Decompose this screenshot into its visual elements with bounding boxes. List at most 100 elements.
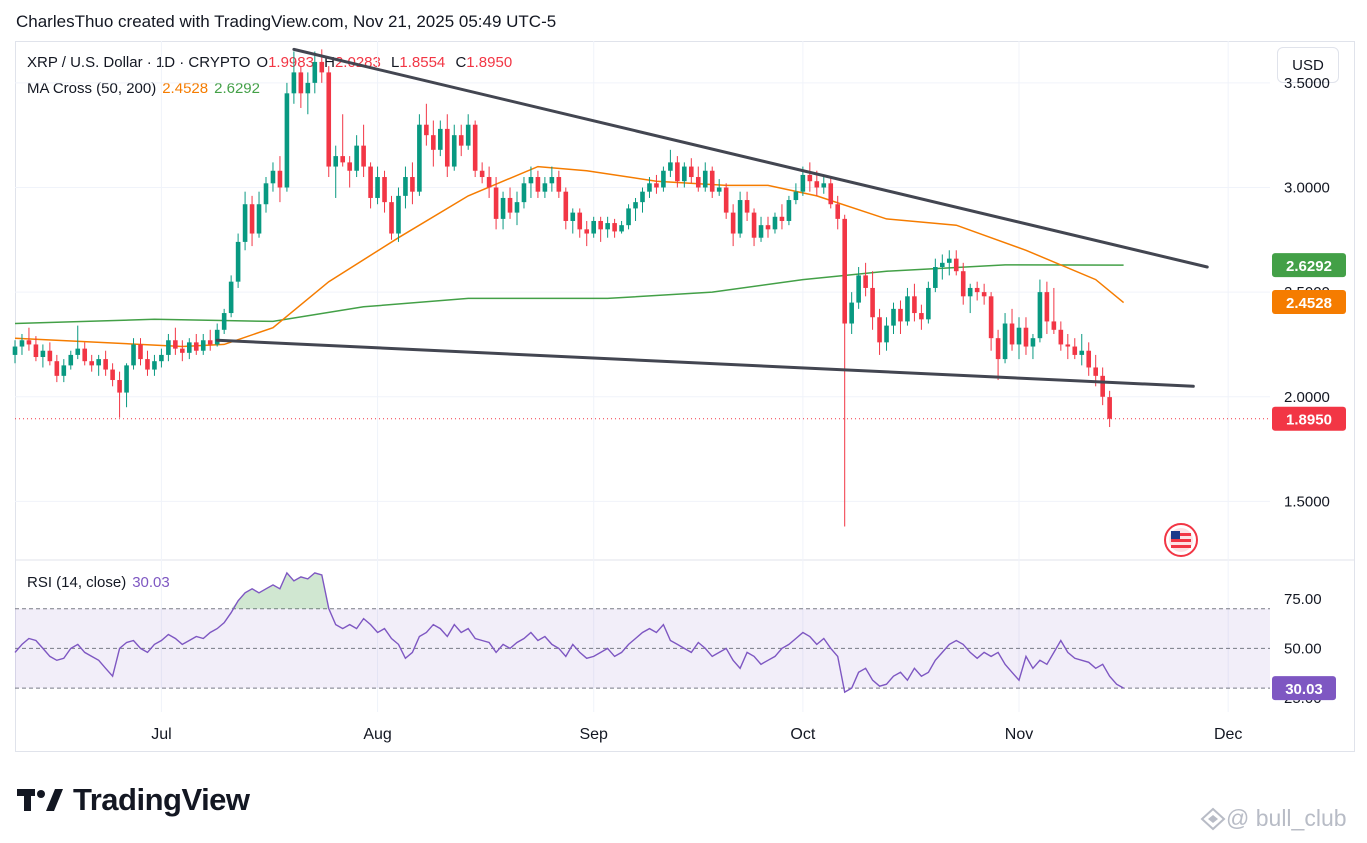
candle xyxy=(654,174,659,194)
low-label: L xyxy=(391,54,400,71)
candle xyxy=(263,177,269,213)
candle xyxy=(291,51,297,104)
candle xyxy=(326,66,332,178)
candle-body xyxy=(591,220,596,234)
candle-body xyxy=(758,225,764,238)
candle-body xyxy=(249,204,255,234)
candle-body xyxy=(145,359,150,370)
rsi-value: 30.03 xyxy=(132,574,170,591)
ma200-value: 2.6292 xyxy=(214,80,260,97)
candle xyxy=(500,191,506,230)
candle-body xyxy=(793,191,799,201)
price-badge: 2.6292 xyxy=(1272,253,1346,278)
candle xyxy=(333,145,339,198)
candle xyxy=(431,120,436,167)
time-tick-label: Nov xyxy=(1005,726,1033,743)
candle-body xyxy=(277,170,283,188)
candle-body xyxy=(1086,350,1092,368)
candle-body xyxy=(110,369,115,381)
price-tick-label: 3.5000 xyxy=(1284,75,1330,92)
candle-body xyxy=(619,225,624,232)
candle-body xyxy=(542,183,548,192)
candle-body xyxy=(270,170,276,184)
candle-body xyxy=(953,258,959,272)
candle xyxy=(207,329,213,351)
candle xyxy=(675,156,680,188)
flag-icon[interactable] xyxy=(1164,523,1198,557)
candle-body xyxy=(347,162,352,171)
candle xyxy=(410,162,415,205)
candle-body xyxy=(675,162,680,182)
candle-body xyxy=(1044,292,1050,322)
candle-body xyxy=(368,166,373,198)
candle-body xyxy=(82,348,88,362)
close-value: 1.8950 xyxy=(466,54,513,71)
candle-body xyxy=(298,72,304,94)
candle-body xyxy=(33,344,39,358)
candle xyxy=(382,170,387,213)
candle xyxy=(159,348,164,368)
candle-body xyxy=(235,241,241,282)
candle-body xyxy=(305,82,311,94)
candle xyxy=(1079,333,1085,366)
rsi-legend[interactable]: RSI (14, close) 30.03 xyxy=(27,574,176,591)
trendline[interactable] xyxy=(292,47,1209,269)
candle xyxy=(312,51,318,94)
ma-legend[interactable]: MA Cross (50, 200) 2.4528 2.6292 xyxy=(27,80,266,97)
candle-body xyxy=(256,204,262,234)
candle xyxy=(640,187,645,213)
trendline[interactable] xyxy=(215,338,1195,388)
trendlines[interactable] xyxy=(15,47,1270,420)
candle xyxy=(33,336,39,362)
candle xyxy=(124,363,129,408)
candle-body xyxy=(180,348,185,353)
candle xyxy=(884,317,889,351)
candle-body xyxy=(1072,346,1078,355)
candle-body xyxy=(333,156,339,167)
candle xyxy=(563,187,569,230)
candle xyxy=(835,195,841,230)
candle xyxy=(465,114,471,150)
moving-averages xyxy=(14,165,1125,348)
candle xyxy=(131,338,136,370)
candle xyxy=(765,216,771,238)
candle-body xyxy=(535,177,541,192)
candle-body xyxy=(626,208,631,226)
candle xyxy=(709,166,715,198)
candle-body xyxy=(744,200,750,213)
candle xyxy=(228,275,234,318)
rsi-label: RSI (14, close) xyxy=(27,574,127,591)
candle-body xyxy=(124,365,129,393)
candle xyxy=(193,333,199,355)
price-badge-label: 1.8950 xyxy=(1286,412,1332,429)
candle xyxy=(702,162,708,192)
candle xyxy=(173,327,178,355)
price-tick-label: 3.0000 xyxy=(1284,179,1330,196)
symbol-name[interactable]: XRP / U.S. Dollar · 1D · CRYPTO xyxy=(27,54,251,71)
candle-body xyxy=(417,124,422,192)
candle xyxy=(598,216,603,242)
candle-body xyxy=(640,191,645,203)
candle-body xyxy=(765,225,771,230)
candle xyxy=(793,183,799,205)
candle xyxy=(730,204,736,247)
time-tick-label: Sep xyxy=(579,726,608,743)
candle xyxy=(1009,308,1015,351)
currency-button[interactable]: USD xyxy=(1277,47,1339,83)
candle xyxy=(556,170,562,198)
candle-body xyxy=(465,124,471,146)
candle xyxy=(242,191,248,251)
candle-body xyxy=(354,145,359,171)
candle-body xyxy=(340,156,345,163)
candle xyxy=(863,262,868,297)
candle-body xyxy=(403,177,408,196)
tradingview-brand[interactable]: TradingView xyxy=(17,782,250,818)
candle xyxy=(110,363,115,387)
candle xyxy=(75,325,81,360)
candle-body xyxy=(605,223,610,230)
candle-body xyxy=(263,183,269,205)
candle xyxy=(103,350,108,376)
candle xyxy=(647,177,652,198)
rsi-line-group xyxy=(14,571,1124,694)
